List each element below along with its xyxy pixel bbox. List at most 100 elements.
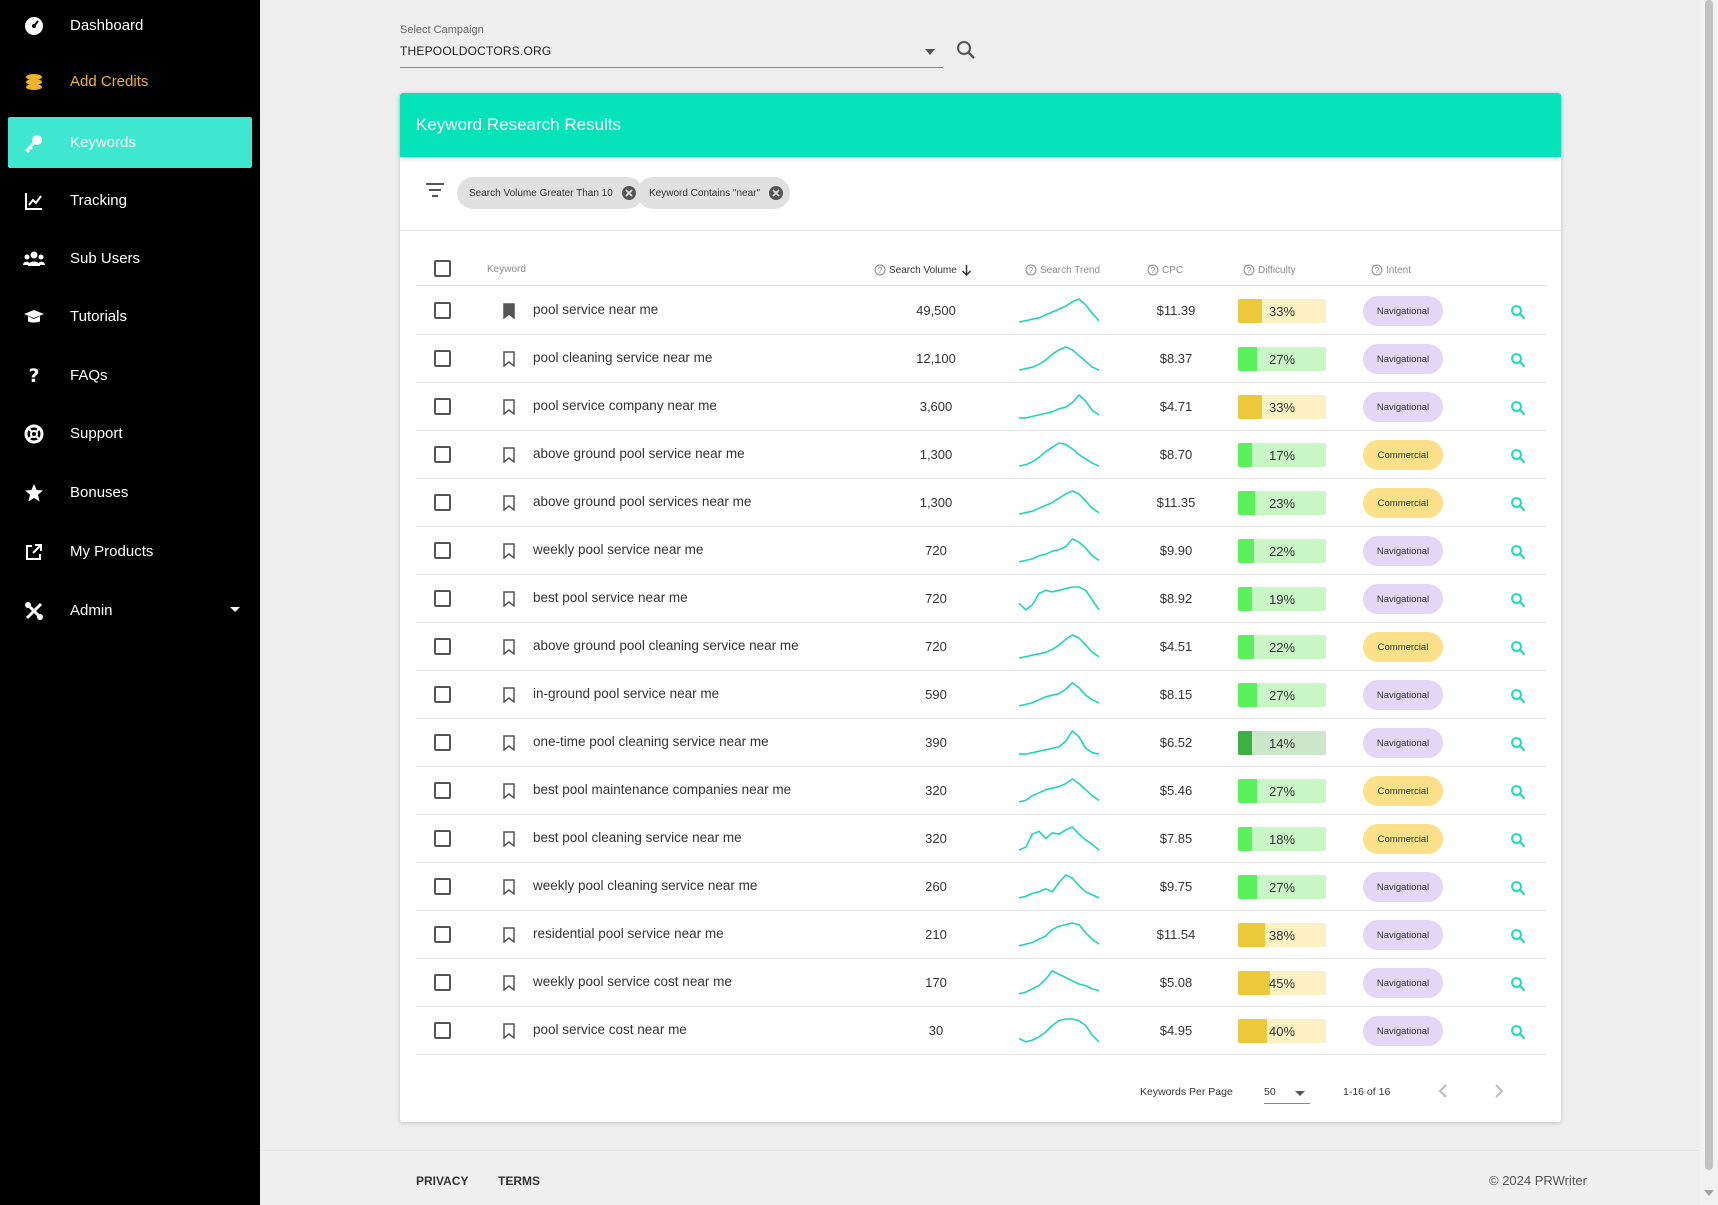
bookmark-icon[interactable] bbox=[502, 639, 516, 655]
search-icon[interactable] bbox=[1510, 688, 1526, 704]
search-icon[interactable] bbox=[1510, 352, 1526, 368]
sidebar-item-add-credits[interactable]: Add Credits bbox=[8, 56, 252, 107]
bookmark-icon[interactable] bbox=[502, 303, 516, 319]
column-header-keyword[interactable]: Keyword bbox=[487, 264, 526, 275]
sidebar-item-dashboard[interactable]: Dashboard bbox=[8, 0, 252, 51]
search-icon[interactable] bbox=[1510, 400, 1526, 416]
campaign-select[interactable]: THEPOOLDOCTORS.ORG bbox=[400, 40, 943, 68]
row-checkbox[interactable] bbox=[434, 350, 451, 367]
table-row[interactable]: best pool cleaning service near me 320 $7.… bbox=[416, 815, 1546, 863]
table-row[interactable]: above ground pool cleaning service near … bbox=[416, 623, 1546, 671]
bookmark-icon[interactable] bbox=[502, 495, 516, 511]
table-row[interactable]: pool service cost near me 30 $4.95 40% Navig… bbox=[416, 1007, 1546, 1055]
table-row[interactable]: weekly pool service cost near me 170 $5.08… bbox=[416, 959, 1546, 1007]
scrollbar-thumb[interactable] bbox=[1705, 0, 1713, 1170]
card-title: Keyword Research Results bbox=[416, 115, 622, 134]
bookmark-icon[interactable] bbox=[502, 783, 516, 799]
search-icon[interactable] bbox=[1510, 928, 1526, 944]
row-checkbox[interactable] bbox=[434, 590, 451, 607]
search-icon[interactable] bbox=[1510, 976, 1526, 992]
table-row[interactable]: weekly pool cleaning service near me 260 $… bbox=[416, 863, 1546, 911]
terms-link[interactable]: TERMS bbox=[498, 1174, 540, 1188]
sidebar-item-admin[interactable]: Admin bbox=[8, 585, 252, 636]
table-row[interactable]: weekly pool service near me 720 $9.90 22% Na… bbox=[416, 527, 1546, 575]
keyword-text: above ground pool service near me bbox=[533, 446, 745, 461]
bookmark-icon[interactable] bbox=[502, 351, 516, 367]
table-row[interactable]: pool service company near me 3,600 $4.71 33… bbox=[416, 383, 1546, 431]
search-icon[interactable] bbox=[1510, 448, 1526, 464]
search-icon[interactable] bbox=[1510, 304, 1526, 320]
row-checkbox[interactable] bbox=[434, 974, 451, 991]
search-icon[interactable] bbox=[1510, 592, 1526, 608]
table-row[interactable]: pool service near me 49,500 $11.39 33% Navig… bbox=[416, 287, 1546, 335]
sidebar-item-faqs[interactable]: ? FAQs bbox=[8, 350, 252, 401]
chevron-left-icon[interactable] bbox=[1434, 1081, 1454, 1101]
table-row[interactable]: one-time pool cleaning service near me 39… bbox=[416, 719, 1546, 767]
search-icon[interactable] bbox=[1510, 832, 1526, 848]
column-header-cpc[interactable]: ? CPC bbox=[1147, 264, 1183, 276]
bookmark-icon[interactable] bbox=[502, 591, 516, 607]
bookmark-icon[interactable] bbox=[502, 831, 516, 847]
bookmark-icon[interactable] bbox=[502, 687, 516, 703]
sidebar-item-sub-users[interactable]: Sub Users bbox=[8, 233, 252, 284]
bookmark-icon[interactable] bbox=[502, 447, 516, 463]
bookmark-icon[interactable] bbox=[502, 1023, 516, 1039]
row-checkbox[interactable] bbox=[434, 782, 451, 799]
row-checkbox[interactable] bbox=[434, 398, 451, 415]
column-header-intent[interactable]: ? Intent bbox=[1371, 264, 1411, 276]
row-checkbox[interactable] bbox=[434, 686, 451, 703]
bookmark-icon[interactable] bbox=[502, 927, 516, 943]
sidebar-item-keywords[interactable]: Keywords bbox=[8, 117, 252, 168]
sidebar-item-bonuses[interactable]: Bonuses bbox=[8, 467, 252, 518]
search-icon[interactable] bbox=[1510, 496, 1526, 512]
search-icon[interactable] bbox=[1510, 736, 1526, 752]
copyright: © 2024 PRWriter bbox=[1489, 1173, 1587, 1188]
sidebar-item-my-products[interactable]: My Products bbox=[8, 526, 252, 577]
column-header-volume[interactable]: ? Search Volume bbox=[874, 264, 972, 276]
keyword-text: above ground pool cleaning service near … bbox=[533, 638, 799, 653]
filter-icon[interactable] bbox=[424, 181, 446, 199]
table-row[interactable]: in-ground pool service near me 590 $8.15 27… bbox=[416, 671, 1546, 719]
table-row[interactable]: pool cleaning service near me 12,100 $8.37… bbox=[416, 335, 1546, 383]
row-checkbox[interactable] bbox=[434, 926, 451, 943]
bookmark-icon[interactable] bbox=[502, 543, 516, 559]
row-checkbox[interactable] bbox=[434, 830, 451, 847]
sidebar-item-support[interactable]: Support bbox=[8, 408, 252, 459]
scrollbar[interactable] bbox=[1700, 0, 1718, 1205]
search-icon[interactable] bbox=[1510, 544, 1526, 560]
sidebar-item-tutorials[interactable]: Tutorials bbox=[8, 291, 252, 342]
row-checkbox[interactable] bbox=[434, 734, 451, 751]
search-icon[interactable] bbox=[1510, 640, 1526, 656]
sidebar-item-tracking[interactable]: Tracking bbox=[8, 175, 252, 226]
bookmark-icon[interactable] bbox=[502, 735, 516, 751]
intent-badge: Commercial bbox=[1363, 824, 1443, 854]
per-page-select[interactable]: 50 bbox=[1264, 1078, 1310, 1104]
search-icon[interactable] bbox=[1510, 784, 1526, 800]
row-checkbox[interactable] bbox=[434, 1022, 451, 1039]
privacy-link[interactable]: PRIVACY bbox=[416, 1174, 469, 1188]
table-row[interactable]: above ground pool services near me 1,300 $… bbox=[416, 479, 1546, 527]
bookmark-icon[interactable] bbox=[502, 975, 516, 991]
scroll-down-arrow[interactable] bbox=[1704, 1190, 1714, 1196]
bookmark-icon[interactable] bbox=[502, 399, 516, 415]
select-all-checkbox[interactable] bbox=[434, 260, 451, 277]
chevron-right-icon[interactable] bbox=[1488, 1081, 1508, 1101]
table-row[interactable]: above ground pool service near me 1,300 $8… bbox=[416, 431, 1546, 479]
table-row[interactable]: residential pool service near me 210 $11.5… bbox=[416, 911, 1546, 959]
search-icon[interactable] bbox=[1510, 1024, 1526, 1040]
search-volume: 590 bbox=[925, 687, 947, 702]
search-icon[interactable] bbox=[954, 38, 978, 62]
row-checkbox[interactable] bbox=[434, 878, 451, 895]
close-icon[interactable] bbox=[768, 185, 784, 201]
table-row[interactable]: best pool maintenance companies near me 3… bbox=[416, 767, 1546, 815]
close-icon[interactable] bbox=[621, 185, 637, 201]
table-row[interactable]: best pool service near me 720 $8.92 19% Navi… bbox=[416, 575, 1546, 623]
row-checkbox[interactable] bbox=[434, 446, 451, 463]
row-checkbox[interactable] bbox=[434, 638, 451, 655]
bookmark-icon[interactable] bbox=[502, 879, 516, 895]
column-header-difficulty[interactable]: ? Difficulty bbox=[1243, 264, 1296, 276]
row-checkbox[interactable] bbox=[434, 302, 451, 319]
row-checkbox[interactable] bbox=[434, 542, 451, 559]
search-icon[interactable] bbox=[1510, 880, 1526, 896]
row-checkbox[interactable] bbox=[434, 494, 451, 511]
